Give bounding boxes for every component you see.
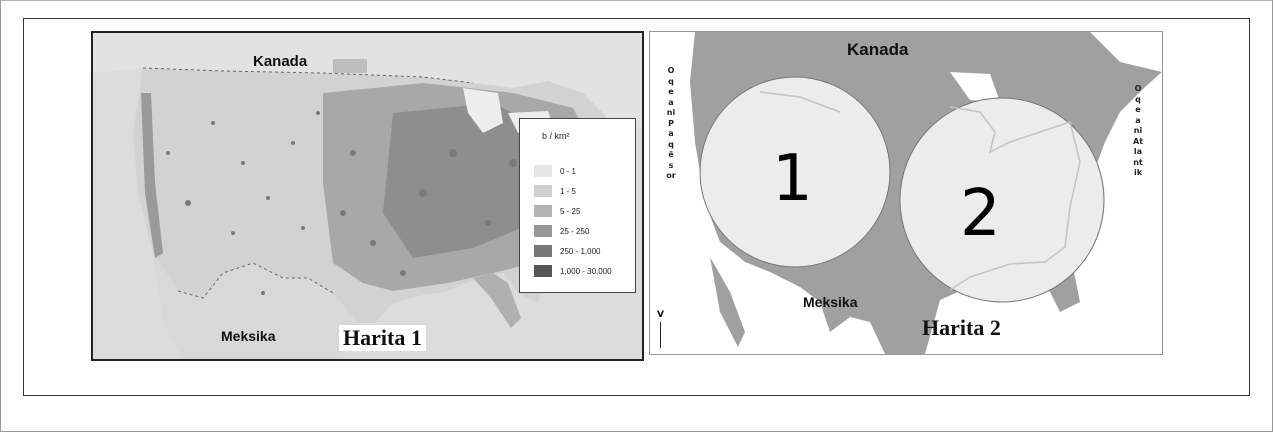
region-2-label: 2 (960, 177, 1001, 251)
densest-core-region (383, 103, 563, 258)
ocean-label-atlantic: Oqeani Atlantik (1133, 84, 1144, 177)
density-legend: b / km² 0 - 1 1 - 5 5 - 25 25 - 250 250 … (519, 118, 636, 293)
legend-label: 25 - 250 (560, 226, 590, 236)
legend-swatch (534, 185, 552, 197)
legend-label: 250 - 1,000 (560, 246, 601, 256)
map-2-regions: Kanada Meksika Harita 2 Oqeani Paqësor O… (649, 31, 1163, 355)
canada-usa-border (142, 67, 474, 84)
legend-label: 0 - 1 (560, 166, 577, 176)
baja-california (710, 257, 745, 347)
map-2-label-meksika: Meksika (803, 294, 858, 310)
legend-item: 0 - 1 (534, 165, 576, 177)
legend-swatch (534, 205, 552, 217)
gulf-of-california (720, 242, 760, 332)
legend-item: 250 - 1,000 (534, 245, 600, 257)
map-1-population-density: Kanada Meksika Harita 1 b / km² 0 - 1 1 … (91, 31, 644, 361)
legend-label: 1 - 5 (560, 186, 577, 196)
region-2-circle (899, 97, 1105, 303)
legend-title: b / km² (542, 131, 570, 141)
legend-item: 25 - 250 (534, 225, 589, 237)
map-2-caption: Harita 2 (922, 315, 1001, 340)
map-1-caption: Harita 1 (339, 325, 426, 351)
legend-swatch (534, 165, 552, 177)
map-2-label-kanada: Kanada (847, 40, 909, 59)
ocean-label-pacific: Oqeani Paqësor (666, 66, 676, 180)
legend-swatch (534, 265, 552, 277)
flag-marker (333, 59, 367, 73)
legend-swatch (534, 225, 552, 237)
region-1-border-line (759, 91, 841, 113)
map-2-canvas (650, 32, 1162, 354)
great-lakes (463, 88, 503, 133)
usa-mexico-border (177, 262, 334, 299)
map-1-label-kanada: Kanada (253, 53, 308, 70)
legend-item: 1,000 - 30,000 (534, 265, 612, 277)
region-2-coastline (949, 106, 1081, 291)
northeast-water (1090, 32, 1162, 72)
north-marker-label: V (657, 310, 664, 320)
florida (473, 273, 521, 328)
legend-label: 1,000 - 30,000 (560, 266, 612, 276)
figure-frame (23, 18, 1250, 396)
legend-swatch (534, 245, 552, 257)
region-1-circle (699, 76, 891, 268)
canada-region (93, 33, 642, 128)
north-arrow-icon (660, 322, 661, 348)
west-coast-density (141, 93, 163, 258)
lake-area (950, 72, 1000, 102)
legend-item: 1 - 5 (534, 185, 576, 197)
region-1-label: 1 (772, 142, 813, 216)
mexico-land (153, 253, 358, 359)
legend-label: 5 - 25 (560, 206, 581, 216)
legend-item: 5 - 25 (534, 205, 580, 217)
map-1-label-meksika: Meksika (221, 328, 276, 344)
